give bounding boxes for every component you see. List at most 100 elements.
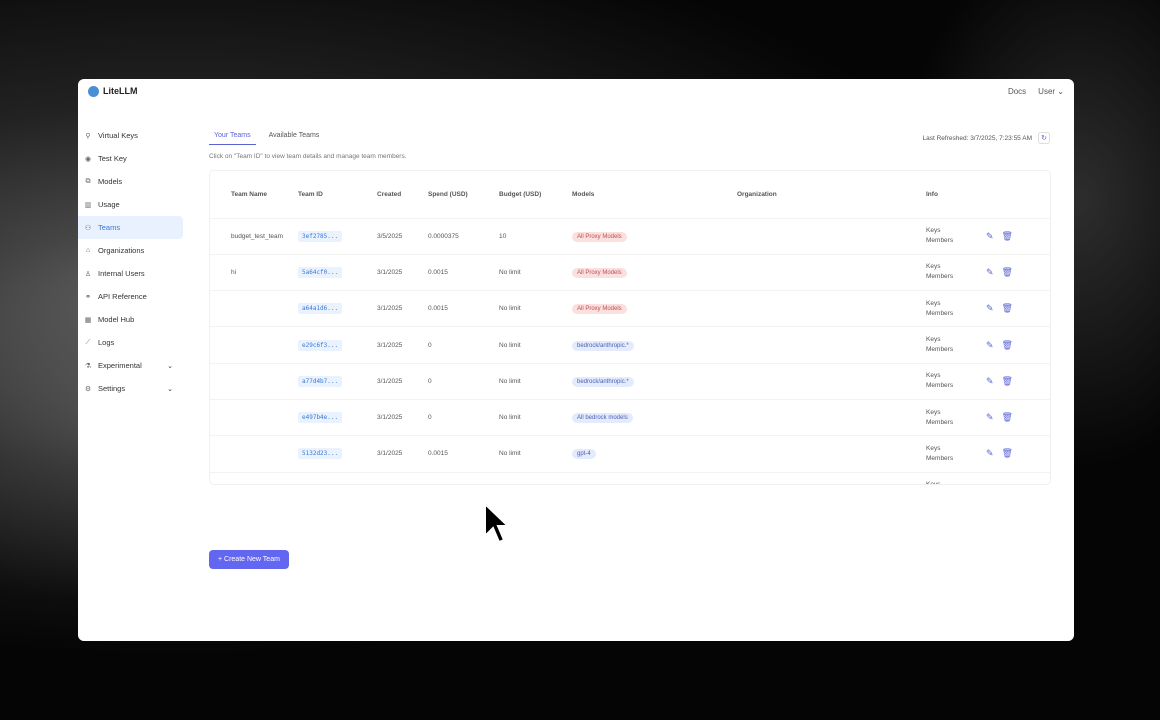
sidebar-item-label: Settings: [98, 384, 126, 393]
team-name: [231, 326, 298, 364]
team-id-link[interactable]: 3ef2785...: [298, 230, 343, 242]
info-cell: Keys Members: [926, 326, 986, 364]
teams-table: Team Name Team ID Created Spend (USD) Budget…: [210, 171, 1050, 484]
sidebar-item-experimental[interactable]: ⚗ Experimental ⌄: [78, 354, 183, 377]
line-chart-icon: ⟋: [85, 338, 91, 346]
team-icon: ⚇: [84, 224, 92, 232]
members-info: Members: [926, 418, 954, 426]
last-refreshed: Last Refreshed: 3/7/2025, 7:23:55 AM: [922, 134, 1033, 142]
sidebar-item-api-reference[interactable]: ⚭ API Reference: [78, 285, 183, 308]
column-header: Budget (USD): [499, 190, 542, 198]
team-name: [231, 435, 298, 473]
team-id-link[interactable]: e29c6f3...: [298, 339, 343, 351]
created-date: 3/1/2025: [377, 326, 428, 364]
edit-icon[interactable]: ✎: [986, 412, 994, 423]
spacer: [210, 326, 231, 364]
edit-icon[interactable]: ✎: [986, 230, 994, 241]
sidebar-item-test-key[interactable]: ◉ Test Key: [78, 147, 183, 170]
info-cell: Keys Members: [926, 362, 986, 400]
spend-value: 0.0015: [428, 435, 499, 473]
team-name: hi: [231, 253, 298, 291]
team-id-link[interactable]: 5a64cf0...: [298, 266, 343, 278]
logo: LiteLLM: [88, 85, 138, 97]
keys-info: Keys: [926, 263, 941, 271]
spacer: [210, 398, 231, 436]
model-badge: gpt-4: [572, 449, 596, 460]
sidebar-item-label: Logs: [98, 338, 115, 347]
sidebar-item-model-hub[interactable]: ▦ Model Hub: [78, 308, 183, 331]
sidebar-item-models[interactable]: ⧉ Models: [78, 170, 183, 193]
team-id-link[interactable]: a77d4b7...: [298, 375, 343, 387]
team-name: [231, 290, 298, 327]
trash-icon[interactable]: 🗑: [1001, 266, 1013, 277]
info-cell: Keys Members: [926, 290, 986, 327]
edit-icon[interactable]: ✎: [986, 339, 994, 350]
created-date: 3/1/2025: [377, 398, 428, 436]
team-id-link[interactable]: e497b4e...: [298, 412, 343, 424]
model-badge: All Proxy Models: [572, 231, 627, 242]
sidebar-item-organizations[interactable]: ⌂ Organizations: [78, 239, 183, 262]
sidebar-item-usage[interactable]: ▥ Usage: [78, 193, 183, 216]
spacer: [210, 171, 231, 218]
column-header: Team ID: [298, 190, 323, 198]
play-circle-icon: ◉: [84, 155, 92, 163]
trash-icon[interactable]: 🗑: [1001, 303, 1013, 314]
table-row: e29c6f3... 3/1/2025 0 No limit bedrock/a…: [210, 326, 1050, 364]
user-label: User: [1038, 86, 1056, 96]
chevron-down-icon: ⌄: [1057, 86, 1064, 96]
organization: [737, 290, 926, 327]
trash-icon[interactable]: 🗑: [1001, 339, 1013, 350]
sidebar-item-teams[interactable]: ⚇ Teams: [78, 216, 183, 239]
edit-icon[interactable]: ✎: [986, 303, 994, 314]
keys-info: Keys: [926, 444, 941, 452]
tab-available-teams[interactable]: Available Teams: [268, 132, 320, 139]
spacer: [210, 362, 231, 400]
trash-icon[interactable]: 🗑: [1001, 412, 1013, 423]
spacer: [210, 435, 231, 473]
team-name: [231, 398, 298, 436]
sidebar-item-virtual-keys[interactable]: ⚲ Virtual Keys: [78, 124, 183, 147]
model-badge: All Proxy Models: [572, 267, 627, 278]
sidebar-item-label: Virtual Keys: [98, 131, 138, 140]
trash-icon[interactable]: 🗑: [1001, 230, 1013, 241]
organization: [737, 253, 926, 291]
budget-value: No limit: [499, 398, 572, 436]
tab-your-teams[interactable]: Your Teams: [209, 132, 256, 145]
column-header: Spend (USD): [428, 190, 468, 198]
trash-icon[interactable]: 🗑: [1001, 375, 1013, 386]
experiment-icon: ⚗: [84, 362, 92, 370]
members-info: Members: [926, 273, 954, 281]
budget-value: No limit: [499, 253, 572, 291]
column-header: Created: [377, 190, 402, 198]
team-id-link[interactable]: a64a1d6...: [298, 303, 343, 315]
created-date: 3/5/2025: [377, 217, 428, 255]
create-team-button[interactable]: + Create New Team: [209, 550, 289, 569]
main-header: Your Teams Available Teams Click on "Tea…: [209, 132, 1050, 160]
top-bar: LiteLLM Docs User ⌄: [78, 79, 1074, 103]
column-header: Info: [926, 190, 938, 198]
sidebar-item-label: Teams: [98, 223, 121, 232]
docs-link[interactable]: Docs: [1007, 86, 1027, 96]
chevron-down-icon: ⌄: [167, 385, 173, 393]
members-info: Members: [926, 346, 954, 354]
sidebar-item-logs[interactable]: ⟋ Logs: [78, 331, 183, 354]
info-cell: Keys Members: [926, 217, 986, 255]
user-menu[interactable]: User ⌄: [1038, 87, 1064, 96]
sidebar-item-settings[interactable]: ⚙ Settings ⌄: [78, 377, 183, 400]
team-name: budget_test_team: [231, 217, 298, 255]
table-row: a64a1d6... 3/1/2025 0.0015 No limit All …: [210, 290, 1050, 327]
edit-icon[interactable]: ✎: [986, 375, 994, 386]
model-badge: All Proxy Models: [572, 304, 627, 315]
edit-icon[interactable]: ✎: [986, 448, 994, 459]
sidebar-item-internal-users[interactable]: ♙ Internal Users: [78, 262, 183, 285]
sidebar-item-label: Experimental: [98, 361, 142, 370]
spend-value: 0: [428, 471, 499, 484]
created-date: 3/1/2025: [377, 471, 428, 484]
budget-value: No limit: [499, 471, 572, 484]
info-cell: Keys Members: [926, 253, 986, 291]
key-icon: ⚲: [85, 132, 91, 140]
team-id-link[interactable]: 5132d23...: [298, 448, 343, 460]
edit-icon[interactable]: ✎: [986, 266, 994, 277]
refresh-icon[interactable]: ↻: [1038, 132, 1050, 144]
trash-icon[interactable]: 🗑: [1001, 448, 1013, 459]
